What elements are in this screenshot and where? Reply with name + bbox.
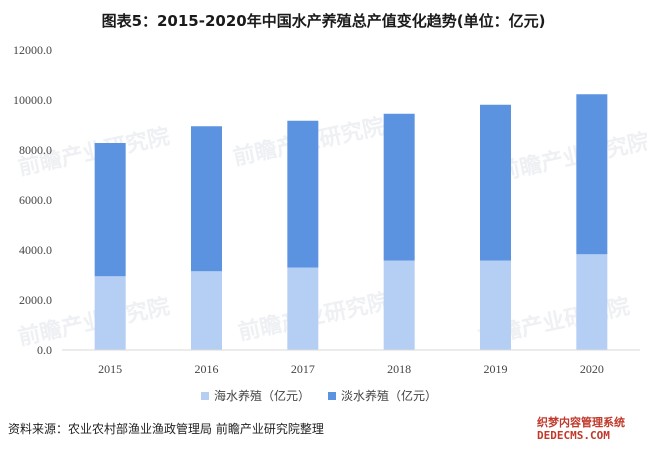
- bars: [94, 94, 608, 350]
- bar-freshwater: [576, 94, 608, 255]
- legend: 海水养殖（亿元） 淡水养殖（亿元）: [201, 388, 437, 403]
- legend-label-seawater: 海水养殖（亿元）: [214, 388, 310, 403]
- y-axis: 0.0 2000.0 4000.0 6000.0 8000.0 10000.0 12000.…: [13, 43, 52, 357]
- bar-seawater: [576, 254, 608, 350]
- bar-seawater: [480, 260, 511, 350]
- y-tick-label: 8000.0: [19, 143, 52, 157]
- corner-watermark-url: DEDECMS.COM: [537, 429, 610, 442]
- bar-freshwater: [287, 120, 319, 268]
- x-axis: 2015 2016 2017 2018 2019 2020: [98, 362, 604, 376]
- x-tick-label: 2016: [195, 362, 219, 376]
- bar-seawater: [94, 276, 126, 350]
- legend-swatch-seawater: [201, 392, 209, 400]
- y-tick-label: 2000.0: [19, 293, 52, 307]
- bar-seawater: [191, 271, 222, 350]
- y-tick-label: 6000.0: [19, 193, 52, 207]
- chart-title: 图表5：2015-2020年中国水产养殖总产值变化趋势(单位：亿元): [101, 12, 546, 30]
- source-note: 资料来源：农业农村部渔业渔政管理局 前瞻产业研究院整理: [8, 422, 324, 436]
- bar-freshwater: [191, 126, 222, 272]
- x-tick-label: 2018: [387, 362, 411, 376]
- bar-seawater: [287, 267, 319, 350]
- y-tick-label: 0.0: [37, 343, 52, 357]
- y-tick-label: 12000.0: [13, 43, 52, 57]
- y-tick-label: 10000.0: [13, 93, 52, 107]
- brand-watermark: 前瞻产业研究院: [496, 128, 647, 185]
- bar-freshwater: [480, 104, 511, 261]
- y-tick-label: 4000.0: [19, 243, 52, 257]
- legend-label-freshwater: 淡水养殖（亿元）: [341, 388, 437, 403]
- x-tick-label: 2020: [580, 362, 604, 376]
- x-tick-label: 2015: [98, 362, 122, 376]
- bar-seawater: [383, 260, 415, 350]
- bar-freshwater: [383, 113, 415, 261]
- x-tick-label: 2019: [484, 362, 508, 376]
- corner-watermark-title: 织梦内容管理系统: [537, 416, 625, 429]
- x-tick-label: 2017: [291, 362, 315, 376]
- legend-swatch-freshwater: [328, 392, 336, 400]
- bar-freshwater: [94, 143, 126, 277]
